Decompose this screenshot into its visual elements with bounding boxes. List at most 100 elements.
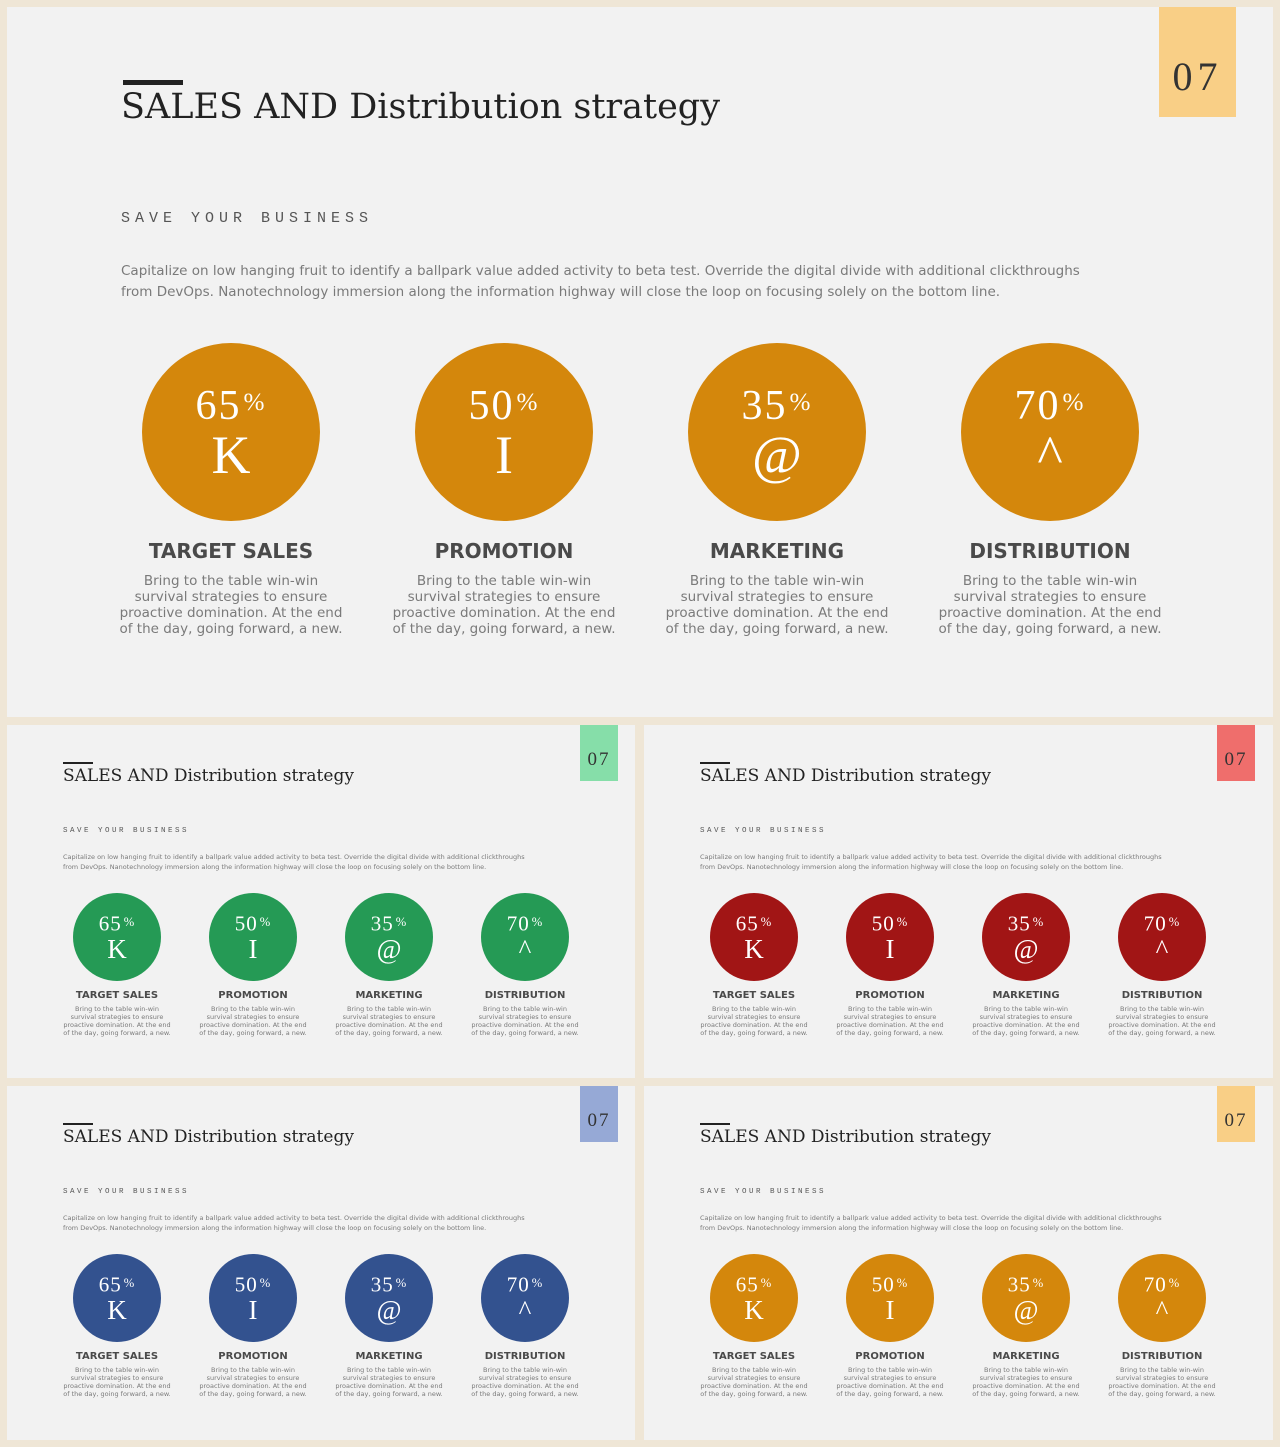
desc-line: of the day, going forward, a new. bbox=[700, 1029, 808, 1037]
metric-circle: 70% ^ bbox=[1118, 1254, 1206, 1342]
desc-line: survival strategies to ensure bbox=[953, 589, 1147, 605]
metric-description: Bring to the table win-win survival stra… bbox=[694, 1366, 814, 1398]
metric-percent: 50% bbox=[872, 911, 909, 935]
metric-circle: 50% I bbox=[415, 343, 593, 521]
metric-item-marketing: 35% @ MARKETING Bring to the table win-w… bbox=[966, 893, 1086, 1037]
desc-line: of the day, going forward, a new. bbox=[938, 621, 1162, 637]
slide-number-tab: 07 bbox=[580, 1086, 618, 1142]
metric-percent: 65% bbox=[99, 1272, 136, 1296]
metric-title: DISTRIBUTION bbox=[484, 1351, 566, 1362]
metric-circle: 70% ^ bbox=[1118, 893, 1206, 981]
percent-symbol: % bbox=[896, 1276, 909, 1291]
slide-orange-variant: 07 SALES AND Distribution strategy SAVE … bbox=[644, 1086, 1273, 1440]
desc-line: proactive domination. At the end bbox=[700, 1382, 808, 1390]
metric-percent: 65% bbox=[196, 381, 267, 427]
metric-percent: 65% bbox=[99, 911, 136, 935]
metric-glyph: K bbox=[107, 933, 127, 964]
metric-item-marketing: 35% @ MARKETING Bring to the table win-w… bbox=[329, 893, 449, 1037]
body-line: from DevOps. Nanotechnology immersion al… bbox=[121, 284, 1001, 300]
metric-glyph: @ bbox=[1013, 933, 1039, 964]
slide-subtitle: SAVE YOUR BUSINESS bbox=[63, 827, 190, 835]
desc-line: proactive domination. At the end bbox=[199, 1382, 307, 1390]
desc-line: Bring to the table win-win bbox=[984, 1005, 1068, 1013]
percent-symbol: % bbox=[123, 1276, 136, 1291]
slide-green-variant: 07 SALES AND Distribution strategy SAVE … bbox=[7, 725, 635, 1078]
metric-description: Bring to the table win-win survival stra… bbox=[329, 1005, 449, 1037]
percent-symbol: % bbox=[1032, 915, 1045, 930]
metric-item-target-sales: 65% K TARGET SALES Bring to the table wi… bbox=[694, 1254, 814, 1398]
desc-line: Bring to the table win-win bbox=[347, 1005, 431, 1013]
desc-line: proactive domination. At the end bbox=[63, 1021, 171, 1029]
body-line: from DevOps. Nanotechnology immersion al… bbox=[700, 1224, 1124, 1232]
metric-glyph: @ bbox=[376, 1294, 402, 1325]
metric-percent: 70% bbox=[1143, 1272, 1181, 1297]
metric-percent: 35% bbox=[1007, 911, 1045, 936]
percent-symbol: % bbox=[1062, 388, 1086, 416]
desc-line: of the day, going forward, a new. bbox=[665, 621, 889, 637]
metric-item-target-sales: 65% K TARGET SALES Bring to the table wi… bbox=[694, 893, 814, 1037]
metric-percent: 70% bbox=[1015, 381, 1086, 427]
desc-line: proactive domination. At the end bbox=[836, 1021, 944, 1029]
desc-line: survival strategies to ensure bbox=[1115, 1013, 1209, 1021]
metric-item-promotion: 50% I PROMOTION Bring to the table win-w… bbox=[193, 1254, 313, 1398]
metric-description: Bring to the table win-win survival stra… bbox=[657, 573, 897, 637]
title-accent-bar bbox=[123, 80, 183, 85]
percent-symbol: % bbox=[1168, 915, 1181, 930]
desc-line: Bring to the table win-win bbox=[483, 1005, 567, 1013]
metric-item-marketing: 35% @ MARKETING Bring to the table win-w… bbox=[657, 343, 897, 637]
desc-line: survival strategies to ensure bbox=[478, 1374, 572, 1382]
metric-glyph: I bbox=[248, 1294, 258, 1325]
metric-item-target-sales: 65% K TARGET SALES Bring to the table wi… bbox=[57, 1254, 177, 1398]
metric-description: Bring to the table win-win survival stra… bbox=[384, 573, 624, 637]
percent-symbol: % bbox=[395, 1276, 408, 1291]
body-line: Capitalize on low hanging fruit to ident… bbox=[700, 1214, 1162, 1222]
desc-line: Bring to the table win-win bbox=[712, 1005, 796, 1013]
percent-value: 65 bbox=[735, 1272, 759, 1297]
metric-percent: 70% bbox=[506, 1272, 544, 1297]
metric-circle: 65% K bbox=[710, 1254, 798, 1342]
metric-circle: 35% @ bbox=[982, 893, 1070, 981]
desc-line: Bring to the table win-win bbox=[1120, 1005, 1204, 1013]
percent-value: 70 bbox=[506, 1272, 530, 1297]
desc-line: proactive domination. At the end bbox=[335, 1021, 443, 1029]
metric-percent: 35% bbox=[1008, 1272, 1045, 1296]
slide-body-text: Capitalize on low hanging fruit to ident… bbox=[63, 1213, 525, 1233]
desc-line: Bring to the table win-win bbox=[483, 1366, 567, 1374]
metric-description: Bring to the table win-win survival stra… bbox=[966, 1005, 1086, 1037]
percent-symbol: % bbox=[123, 915, 136, 930]
metric-glyph: ^ bbox=[1155, 933, 1169, 964]
percent-value: 70 bbox=[1143, 1272, 1167, 1297]
metric-description: Bring to the table win-win survival stra… bbox=[329, 1366, 449, 1398]
metric-description: Bring to the table win-win survival stra… bbox=[57, 1366, 177, 1398]
metric-item-promotion: 50% I PROMOTION Bring to the table win-w… bbox=[384, 343, 624, 637]
metric-glyph: K bbox=[744, 1294, 764, 1325]
metric-glyph: ^ bbox=[1037, 425, 1063, 486]
desc-line: survival strategies to ensure bbox=[70, 1013, 164, 1021]
title-accent-bar bbox=[700, 1123, 730, 1125]
desc-line: survival strategies to ensure bbox=[206, 1013, 300, 1021]
metric-item-distribution: 70% ^ DISTRIBUTION Bring to the table wi… bbox=[1102, 1254, 1222, 1398]
metric-title: DISTRIBUTION bbox=[484, 990, 566, 1001]
metric-title: DISTRIBUTION bbox=[1121, 990, 1203, 1001]
metric-glyph: I bbox=[885, 933, 895, 964]
percent-symbol: % bbox=[1032, 1276, 1045, 1291]
percent-value: 35 bbox=[1007, 911, 1031, 936]
desc-line: survival strategies to ensure bbox=[707, 1374, 801, 1382]
metric-percent: 50% bbox=[872, 1272, 909, 1296]
desc-line: proactive domination. At the end bbox=[335, 1382, 443, 1390]
desc-line: Bring to the table win-win bbox=[75, 1005, 159, 1013]
metric-item-promotion: 50% I PROMOTION Bring to the table win-w… bbox=[830, 893, 950, 1037]
slide-number-tab: 07 bbox=[1217, 1086, 1255, 1142]
metric-percent: 70% bbox=[1143, 911, 1181, 936]
percent-value: 70 bbox=[1143, 911, 1167, 936]
slide-number-tab: 07 bbox=[580, 725, 618, 781]
percent-value: 35 bbox=[370, 1272, 394, 1297]
desc-line: proactive domination. At the end bbox=[1108, 1021, 1216, 1029]
title-accent-bar bbox=[700, 762, 730, 764]
desc-line: proactive domination. At the end bbox=[119, 605, 343, 621]
metric-item-marketing: 35% @ MARKETING Bring to the table win-w… bbox=[966, 1254, 1086, 1398]
desc-line: of the day, going forward, a new. bbox=[63, 1390, 171, 1398]
desc-line: proactive domination. At the end bbox=[471, 1021, 579, 1029]
slide-body-text: Capitalize on low hanging fruit to ident… bbox=[121, 261, 1080, 303]
desc-line: proactive domination. At the end bbox=[392, 605, 616, 621]
